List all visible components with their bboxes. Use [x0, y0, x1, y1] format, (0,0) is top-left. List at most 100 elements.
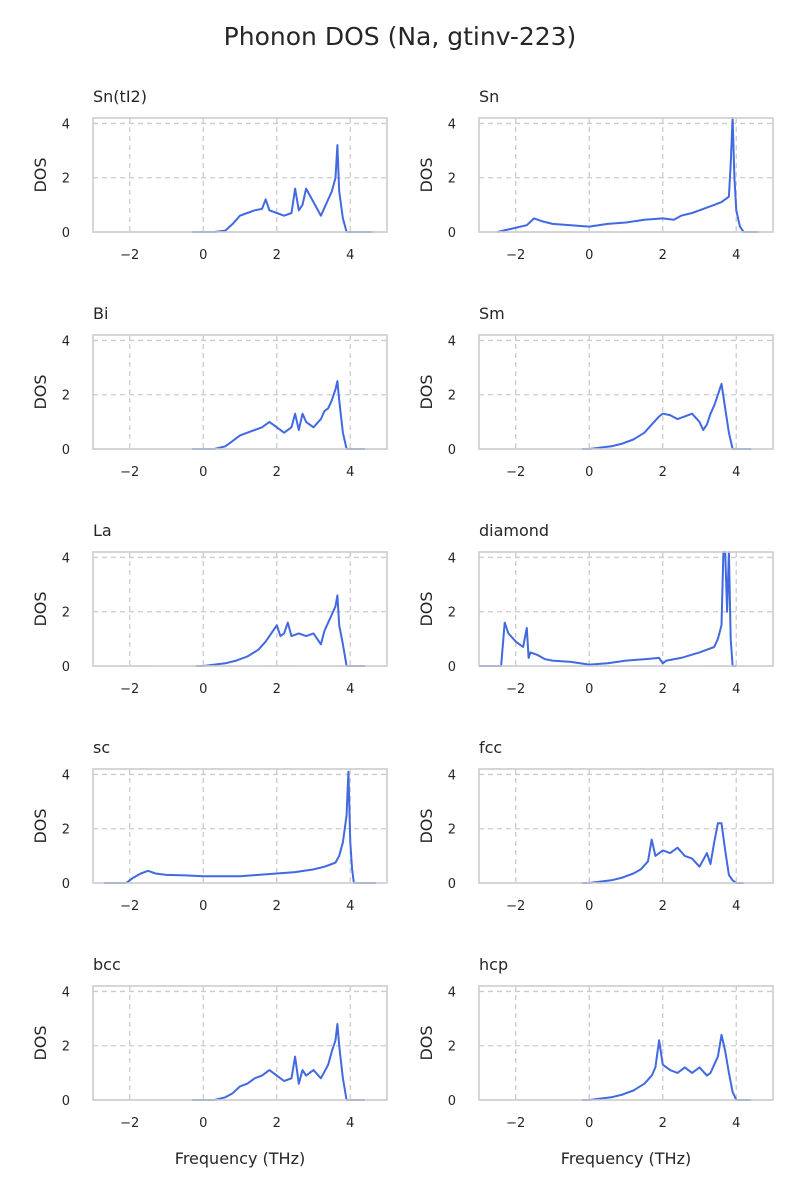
y-tick-label: 2 [62, 823, 70, 838]
x-tick-label: 4 [346, 465, 354, 480]
x-tick-label: 0 [585, 465, 593, 480]
y-tick-label: 4 [448, 334, 456, 349]
x-tick-label: −2 [120, 465, 139, 480]
y-tick-label: 4 [62, 985, 70, 1000]
x-tick-label: 2 [273, 1116, 281, 1131]
x-tick-label: 4 [732, 465, 740, 480]
plot-frame [92, 985, 388, 1101]
y-axis-label: DOS [417, 1025, 436, 1060]
x-tick-label: 0 [199, 899, 207, 914]
y-axis-label: DOS [417, 591, 436, 626]
x-tick-label: 4 [346, 248, 354, 263]
x-axis-label: Frequency (THz) [561, 1149, 691, 1168]
x-tick-label: −2 [506, 899, 525, 914]
series-line [104, 770, 376, 884]
y-tick-label: 0 [62, 660, 70, 675]
plot-frame [478, 334, 774, 450]
series-line [581, 382, 751, 450]
series-line [497, 117, 759, 233]
y-tick-label: 4 [62, 551, 70, 566]
y-tick-label: 0 [448, 443, 456, 458]
plot-frame [478, 551, 774, 667]
x-tick-label: 2 [659, 682, 667, 697]
panel-title: bcc [93, 955, 121, 974]
plot-frame [92, 768, 388, 884]
y-tick-label: 4 [448, 117, 456, 132]
plot-frame [92, 551, 388, 667]
plot-frame [478, 117, 774, 233]
y-tick-label: 2 [62, 1040, 70, 1055]
series-line [192, 1023, 365, 1101]
plot-frame [92, 117, 388, 233]
x-tick-label: 4 [732, 248, 740, 263]
x-tick-label: 2 [273, 248, 281, 263]
y-tick-label: 2 [62, 172, 70, 187]
x-tick-label: −2 [506, 248, 525, 263]
x-tick-label: 2 [273, 465, 281, 480]
y-axis-label: DOS [31, 374, 50, 409]
y-tick-label: 0 [448, 660, 456, 675]
panel-title: diamond [479, 521, 549, 540]
series-line [195, 594, 365, 667]
y-axis-label: DOS [417, 808, 436, 843]
x-tick-label: −2 [120, 1116, 139, 1131]
x-tick-label: 0 [585, 682, 593, 697]
y-tick-label: 0 [62, 226, 70, 241]
y-axis-label: DOS [417, 374, 436, 409]
y-tick-label: 0 [448, 1094, 456, 1109]
y-axis-label: DOS [31, 591, 50, 626]
y-tick-label: 4 [448, 551, 456, 566]
y-tick-label: 2 [448, 172, 456, 187]
y-tick-label: 0 [448, 877, 456, 892]
x-tick-label: −2 [506, 1116, 525, 1131]
x-tick-label: 4 [346, 682, 354, 697]
y-tick-label: 0 [62, 1094, 70, 1109]
panel-title: Sn(tI2) [93, 87, 147, 106]
y-tick-label: 4 [62, 117, 70, 132]
series-line [581, 1033, 751, 1101]
y-tick-label: 2 [448, 606, 456, 621]
panel-title: Sn [479, 87, 499, 106]
x-axis-label: Frequency (THz) [175, 1149, 305, 1168]
x-tick-label: −2 [506, 682, 525, 697]
y-tick-label: 2 [62, 606, 70, 621]
x-tick-label: 0 [199, 1116, 207, 1131]
panel-title: fcc [479, 738, 502, 757]
plot-frame [478, 985, 774, 1101]
series-line [581, 822, 744, 884]
x-tick-label: 2 [659, 248, 667, 263]
y-tick-label: 2 [448, 1040, 456, 1055]
y-tick-label: 0 [448, 226, 456, 241]
x-tick-label: −2 [120, 248, 139, 263]
x-tick-label: 0 [199, 682, 207, 697]
series-line [192, 144, 373, 233]
x-tick-label: 2 [659, 1116, 667, 1131]
y-tick-label: 4 [448, 985, 456, 1000]
y-tick-label: 4 [448, 768, 456, 783]
x-tick-label: 0 [199, 465, 207, 480]
y-tick-label: 0 [62, 877, 70, 892]
y-tick-label: 4 [62, 768, 70, 783]
y-axis-label: DOS [417, 157, 436, 192]
x-tick-label: 0 [585, 899, 593, 914]
x-tick-label: 0 [585, 248, 593, 263]
y-tick-label: 2 [62, 389, 70, 404]
panel-title: Bi [93, 304, 108, 323]
panel-title: sc [93, 738, 110, 757]
y-axis-label: DOS [31, 808, 50, 843]
x-tick-label: 0 [199, 248, 207, 263]
x-tick-label: 4 [346, 1116, 354, 1131]
x-tick-label: 4 [732, 1116, 740, 1131]
x-tick-label: 2 [273, 682, 281, 697]
y-tick-label: 4 [62, 334, 70, 349]
x-tick-label: −2 [120, 899, 139, 914]
panels-group: −2 0 2 4 0 2 4 Sn(tI2) DOS −2 0 2 4 0 2 4 Sn DOS −2 0 2 4 0 2 4 B… [31, 87, 774, 1168]
x-tick-label: 2 [659, 899, 667, 914]
series-line [192, 380, 365, 450]
x-tick-label: 4 [732, 682, 740, 697]
plot-frame [478, 768, 774, 884]
x-tick-label: −2 [506, 465, 525, 480]
y-tick-label: 0 [62, 443, 70, 458]
